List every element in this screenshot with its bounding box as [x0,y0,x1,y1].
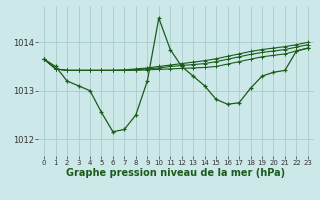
X-axis label: Graphe pression niveau de la mer (hPa): Graphe pression niveau de la mer (hPa) [67,168,285,178]
